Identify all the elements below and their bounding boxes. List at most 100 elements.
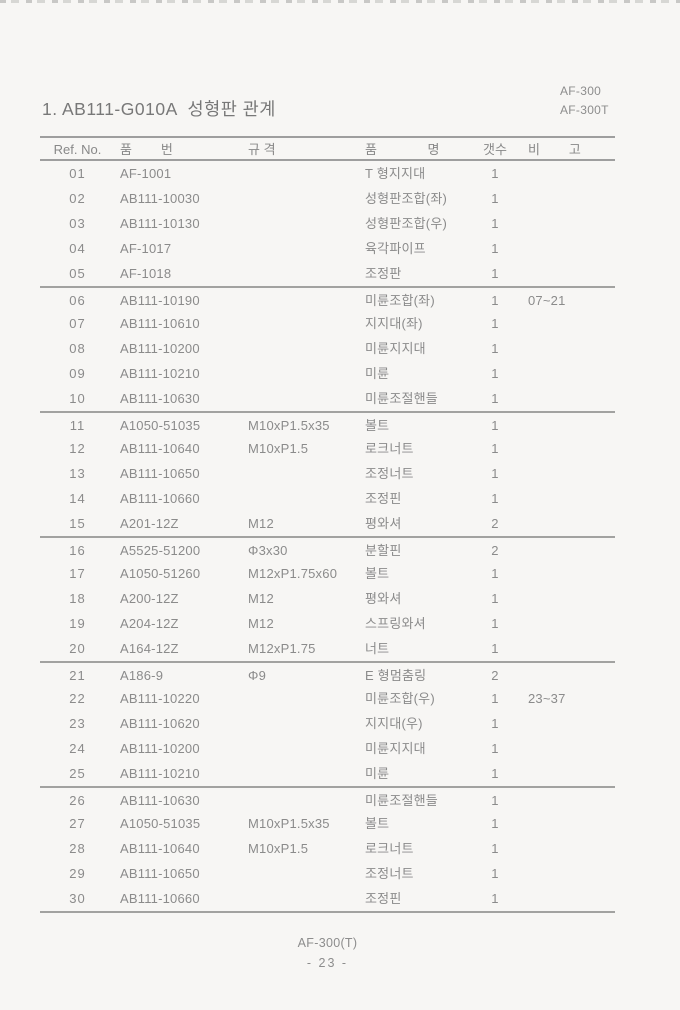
cell-remark — [525, 186, 615, 211]
model-label-af300: AF-300 — [560, 84, 602, 98]
cell-part-no: AB111-10190 — [120, 293, 200, 308]
cell-remark — [525, 538, 615, 563]
cell-remark — [525, 436, 615, 461]
cell-part-name: 조정핀 — [365, 891, 402, 906]
cell-ref-no: 21 — [69, 668, 86, 683]
cell-part-no: AF-1018 — [120, 266, 172, 281]
table-row: 23 AB111-10620 지지대(우) 1 — [40, 711, 615, 736]
cell-spec — [243, 288, 355, 313]
cell-qty: 1 — [491, 566, 499, 581]
cell-spec — [243, 236, 355, 261]
cell-ref-no: 24 — [69, 741, 86, 756]
cell-qty: 1 — [491, 216, 499, 231]
cell-remark — [525, 211, 615, 236]
table-row: 06 AB111-10190 미륜조합(좌) 1 07~21 — [40, 286, 615, 311]
cell-remark — [525, 386, 615, 411]
cell-part-name: 미륜조절핸들 — [365, 391, 438, 406]
table-row: 24 AB111-10200 미륜지지대 1 — [40, 736, 615, 761]
cell-part-name: 로크너트 — [365, 441, 414, 456]
cell-remark — [525, 161, 615, 186]
page-title: 1. AB111-G010A 성형판 관계 — [42, 99, 276, 119]
cell-spec — [243, 336, 355, 361]
cell-remark — [525, 788, 615, 813]
cell-remark — [525, 586, 615, 611]
table-row: 29 AB111-10650 조정너트 1 — [40, 861, 615, 886]
cell-part-no: AB111-10650 — [120, 866, 200, 881]
table-row: 25 AB111-10210 미륜 1 — [40, 761, 615, 786]
cell-spec — [243, 711, 355, 736]
cell-part-name: 미륜조절핸들 — [365, 793, 438, 808]
cell-qty: 2 — [491, 668, 499, 683]
cell-ref-no: 16 — [69, 543, 86, 558]
cell-spec — [243, 461, 355, 486]
cell-ref-no: 29 — [69, 866, 86, 881]
cell-part-name: 성형판조합(우) — [365, 216, 448, 231]
cell-remark — [525, 413, 615, 438]
cell-part-name: 성형판조합(좌) — [365, 191, 448, 206]
cell-ref-no: 30 — [69, 891, 86, 906]
table-row: 30 AB111-10660 조정핀 1 — [40, 886, 615, 911]
cell-ref-no: 17 — [69, 566, 86, 581]
cell-spec — [243, 886, 355, 911]
cell-remark — [525, 311, 615, 336]
cell-ref-no: 06 — [69, 293, 86, 308]
cell-spec — [243, 311, 355, 336]
cell-spec: M12xP1.75 — [248, 641, 316, 656]
cell-part-no: AB111-10660 — [120, 891, 200, 906]
cell-part-name: 볼트 — [365, 418, 390, 433]
cell-ref-no: 25 — [69, 766, 86, 781]
cell-remark — [525, 663, 615, 688]
cell-ref-no: 01 — [69, 166, 86, 181]
cell-part-name: 미륜조합(우) — [365, 691, 435, 706]
cell-part-no: AB111-10130 — [120, 216, 200, 231]
cell-part-no: AB111-10620 — [120, 716, 200, 731]
cell-spec — [243, 788, 355, 813]
cell-qty: 1 — [491, 716, 499, 731]
cell-remark — [525, 611, 615, 636]
cell-qty: 1 — [491, 741, 499, 756]
cell-spec: M12 — [248, 591, 274, 606]
cell-ref-no: 07 — [69, 316, 86, 331]
header-qty: 갯수 — [483, 142, 507, 157]
cell-qty: 1 — [491, 891, 499, 906]
cell-qty: 1 — [491, 266, 499, 281]
cell-part-name: 평와셔 — [365, 591, 402, 606]
document-footer: AF-300(T) - 23 - — [40, 936, 615, 970]
cell-part-no: A186-9 — [120, 668, 164, 683]
cell-part-name: 스프링와셔 — [365, 616, 426, 631]
cell-part-name: 미륜 — [365, 766, 390, 781]
cell-part-name: E 형멈춤링 — [365, 668, 427, 683]
cell-qty: 1 — [491, 616, 499, 631]
cell-remark — [525, 236, 615, 261]
cell-remark — [525, 636, 615, 661]
table-row: 26 AB111-10630 미륜조절핸들 1 — [40, 786, 615, 811]
cell-part-no: AF-1001 — [120, 166, 172, 181]
cell-ref-no: 23 — [69, 716, 86, 731]
cell-spec: Φ9 — [248, 668, 267, 683]
cell-spec: Φ3x30 — [248, 543, 288, 558]
cell-ref-no: 05 — [69, 266, 86, 281]
cell-part-name: 미륜조합(좌) — [365, 293, 435, 308]
cell-ref-no: 27 — [69, 816, 86, 831]
table-row: 17 A1050-51260 M12xP1.75x60 볼트 1 — [40, 561, 615, 586]
cell-ref-no: 20 — [69, 641, 86, 656]
cell-part-name: 평와셔 — [365, 516, 402, 531]
cell-spec — [243, 761, 355, 786]
table-row: 28 AB111-10640 M10xP1.5 로크너트 1 — [40, 836, 615, 861]
cell-qty: 1 — [491, 391, 499, 406]
cell-part-no: AB111-10220 — [120, 691, 200, 706]
cell-remark — [525, 511, 615, 536]
cell-remark — [525, 461, 615, 486]
table-body: 01 AF-1001 T 형지지대 1 02 AB111-10030 성형판조합(좌) 1 03… — [40, 161, 615, 913]
cell-part-no: AB111-10640 — [120, 841, 200, 856]
cell-qty: 1 — [491, 293, 499, 308]
cell-spec — [243, 686, 355, 711]
table-row: 12 AB111-10640 M10xP1.5 로크너트 1 — [40, 436, 615, 461]
cell-part-name: 볼트 — [365, 566, 390, 581]
table-row: 18 A200-12Z M12 평와셔 1 — [40, 586, 615, 611]
cell-spec: M10xP1.5 — [248, 441, 309, 456]
table-row: 02 AB111-10030 성형판조합(좌) 1 — [40, 186, 615, 211]
cell-ref-no: 12 — [69, 441, 86, 456]
table-row: 20 A164-12Z M12xP1.75 너트 1 — [40, 636, 615, 661]
cell-spec: M12 — [248, 516, 274, 531]
